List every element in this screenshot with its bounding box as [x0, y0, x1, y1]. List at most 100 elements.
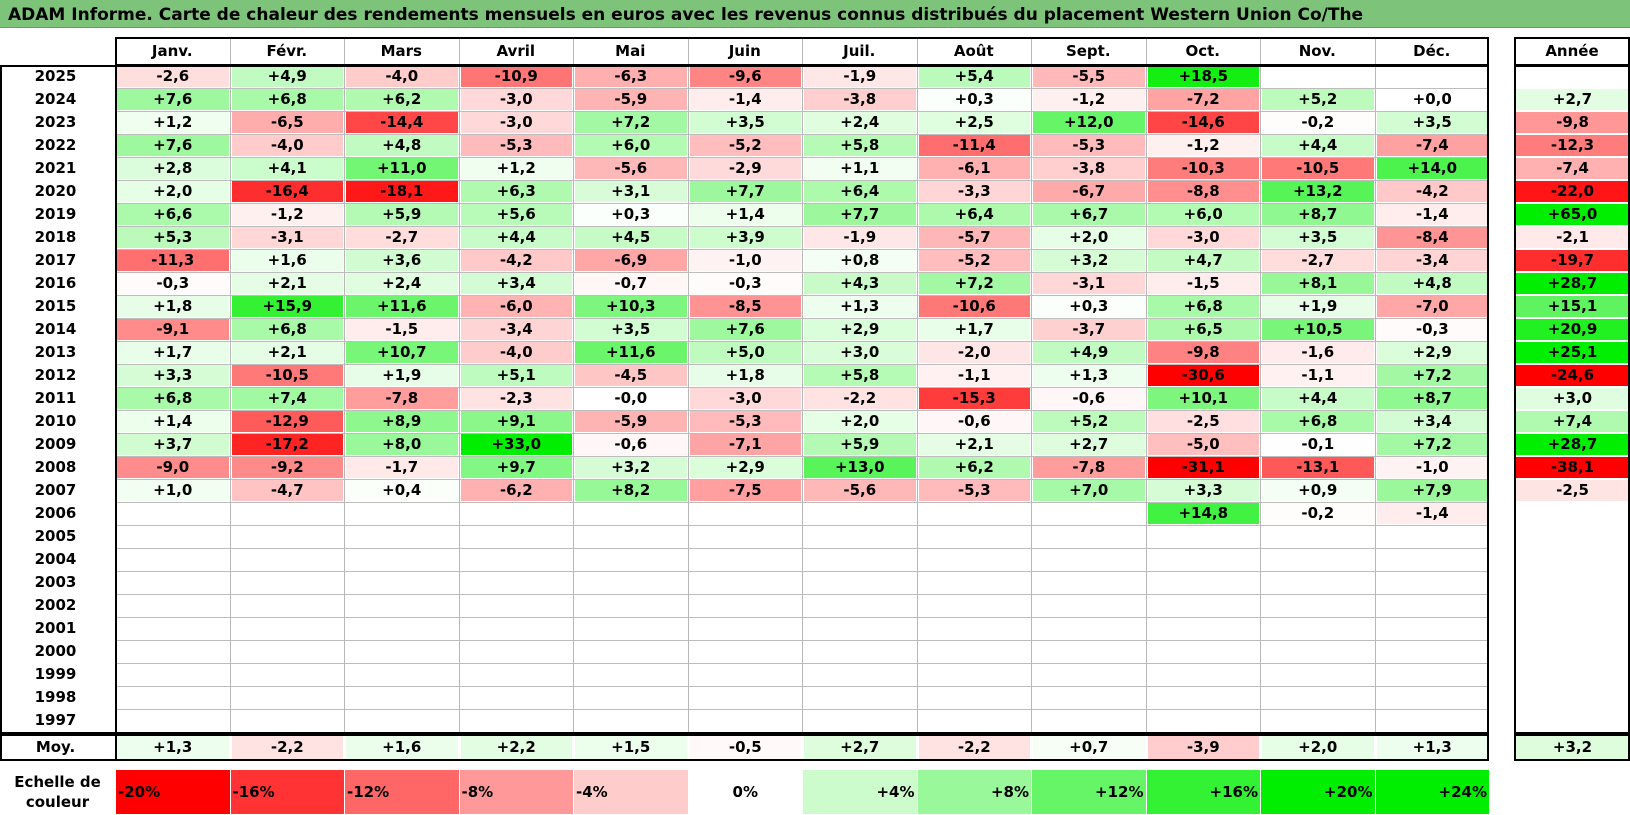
heatmap-cell: [804, 664, 916, 685]
heatmap-cell: +3,5: [689, 112, 801, 133]
heatmap-cell: -1,9: [804, 66, 916, 87]
heatmap-cell: [1147, 664, 1259, 685]
heatmap-cell: [1376, 549, 1488, 570]
heatmap-cell: [1262, 641, 1374, 662]
heatmap-cell: [1147, 526, 1259, 547]
heatmap-cell: +5,9: [346, 204, 458, 225]
heatmap-cell: [804, 572, 916, 593]
heatmap-cell: +5,8: [804, 365, 916, 386]
heatmap-cell: [575, 572, 687, 593]
heatmap-cell: +5,8: [804, 135, 916, 156]
annual-cell: -19,7: [1516, 250, 1629, 271]
year-label: 2024: [34, 90, 77, 108]
heatmap-cell: +5,6: [460, 204, 572, 225]
heatmap-cell: +9,7: [460, 457, 572, 478]
heatmap-cell: -6,3: [575, 66, 687, 87]
chart-title: ADAM Informe. Carte de chaleur des rende…: [0, 0, 1630, 28]
heatmap-cell: +7,4: [231, 388, 343, 409]
heatmap-cell: [575, 595, 687, 616]
heatmap-cell: [346, 641, 458, 662]
heatmap-cell: +2,0: [804, 411, 916, 432]
heatmap-cell: [231, 641, 343, 662]
heatmap-cell: -1,0: [1376, 457, 1488, 478]
heatmap-cell: +3,9: [689, 227, 801, 248]
heatmap-cell: -5,3: [1033, 135, 1145, 156]
heatmap-cell: +6,8: [1262, 411, 1374, 432]
heatmap-cell: -5,9: [575, 89, 687, 110]
heatmap-cell: +6,4: [918, 204, 1030, 225]
color-scale-swatch: +8%: [917, 770, 1031, 814]
heatmap-cell: +13,2: [1262, 181, 1374, 202]
heatmap-cell: [346, 664, 458, 685]
year-label: 2021: [34, 159, 77, 177]
month-header: Oct.: [1185, 41, 1220, 60]
heatmap-cell: [117, 687, 229, 708]
color-scale-swatch: -16%: [230, 770, 344, 814]
heatmap-cell: +7,2: [1376, 434, 1488, 455]
heatmap-cell: -2,7: [1262, 250, 1374, 271]
heatmap-cell: [918, 595, 1030, 616]
heatmap-cell: [460, 618, 572, 639]
year-label: 2005: [34, 527, 77, 545]
heatmap-cell: -5,3: [918, 480, 1030, 501]
heatmap-cell: +9,1: [460, 411, 572, 432]
heatmap-cell: -3,7: [1033, 319, 1145, 340]
heatmap-cell: -2,9: [689, 158, 801, 179]
annual-cell: -2,5: [1516, 480, 1629, 501]
color-scale-swatch: -8%: [459, 770, 573, 814]
heatmap-cell: +5,4: [918, 66, 1030, 87]
heatmap-cell: +4,8: [1376, 273, 1488, 294]
heatmap-cell: +4,9: [1033, 342, 1145, 363]
heatmap-cell: -0,6: [575, 434, 687, 455]
heatmap-cell: -0,3: [1376, 319, 1488, 340]
heatmap-cell: [689, 572, 801, 593]
heatmap-cell: [231, 549, 343, 570]
heatmap-cell: [346, 618, 458, 639]
heatmap-cell: +7,2: [575, 112, 687, 133]
heatmap-cell: +3,2: [575, 457, 687, 478]
heatmap-cell: [346, 503, 458, 524]
heatmap-cell: +4,9: [231, 66, 343, 87]
heatmap-cell: -4,2: [460, 250, 572, 271]
heatmap-cell: -2,2: [804, 388, 916, 409]
color-scale-swatch: +4%: [803, 770, 917, 814]
heatmap-cell: [1147, 595, 1259, 616]
heatmap-cell: +0,3: [1033, 296, 1145, 317]
year-label: 2007: [34, 481, 77, 499]
heatmap-cell: [1147, 710, 1259, 731]
heatmap-cell: -7,5: [689, 480, 801, 501]
month-header: Août: [953, 41, 994, 60]
column-gridline: [1145, 37, 1147, 732]
heatmap-cell: +6,5: [1147, 319, 1259, 340]
year-label: 2023: [34, 113, 77, 131]
heatmap-cell: -0,2: [1262, 112, 1374, 133]
average-cell: +2,2: [460, 736, 572, 759]
heatmap-cell: +6,8: [117, 388, 229, 409]
heatmap-cell: -10,5: [231, 365, 343, 386]
heatmap-cell: -1,4: [1376, 204, 1488, 225]
heatmap-cell: +3,5: [575, 319, 687, 340]
heatmap-cell: -10,9: [460, 66, 572, 87]
heatmap-cell: -8,5: [689, 296, 801, 317]
heatmap-cell: +10,7: [346, 342, 458, 363]
annual-cell: +28,7: [1516, 273, 1629, 294]
heatmap-cell: +1,4: [117, 411, 229, 432]
month-header: Juin: [728, 41, 761, 60]
heatmap-cell: [804, 618, 916, 639]
annual-cell: -12,3: [1516, 135, 1629, 156]
heatmap-cell: +2,0: [117, 181, 229, 202]
heatmap-cell: [804, 641, 916, 662]
heatmap-cell: +6,2: [346, 89, 458, 110]
heatmap-cell: [1262, 664, 1374, 685]
heatmap-cell: +0,3: [918, 89, 1030, 110]
average-cell: -3,9: [1147, 736, 1259, 759]
month-header: Sept.: [1065, 41, 1111, 60]
heatmap-cell: -7,8: [1033, 457, 1145, 478]
heatmap-cell: -3,0: [1147, 227, 1259, 248]
heatmap-cell: [1376, 641, 1488, 662]
average-cell: +0,7: [1033, 736, 1145, 759]
heatmap-cell: [460, 549, 572, 570]
heatmap-cell: -1,2: [231, 204, 343, 225]
annual-header: Année: [1545, 41, 1599, 60]
heatmap-cell: +2,4: [804, 112, 916, 133]
